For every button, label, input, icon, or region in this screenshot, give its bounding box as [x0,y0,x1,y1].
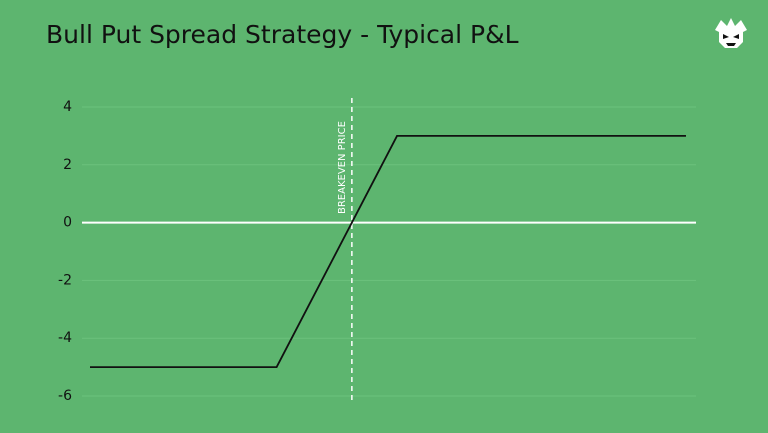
y-tick-label: 4 [63,99,72,115]
pnl-line [90,135,686,368]
y-tick-label: 0 [63,215,72,231]
y-tick-label: -6 [58,388,72,404]
logo [715,18,747,48]
breakeven-label: BREAKEVEN PRICE [337,121,348,214]
y-tick-label: -2 [58,272,72,288]
y-tick-label: -4 [58,330,72,346]
chart-title: Bull Put Spread Strategy - Typical P&L [46,20,519,49]
y-tick-label: 2 [63,157,72,173]
logo-face [723,34,739,46]
logo-shape [715,18,747,48]
